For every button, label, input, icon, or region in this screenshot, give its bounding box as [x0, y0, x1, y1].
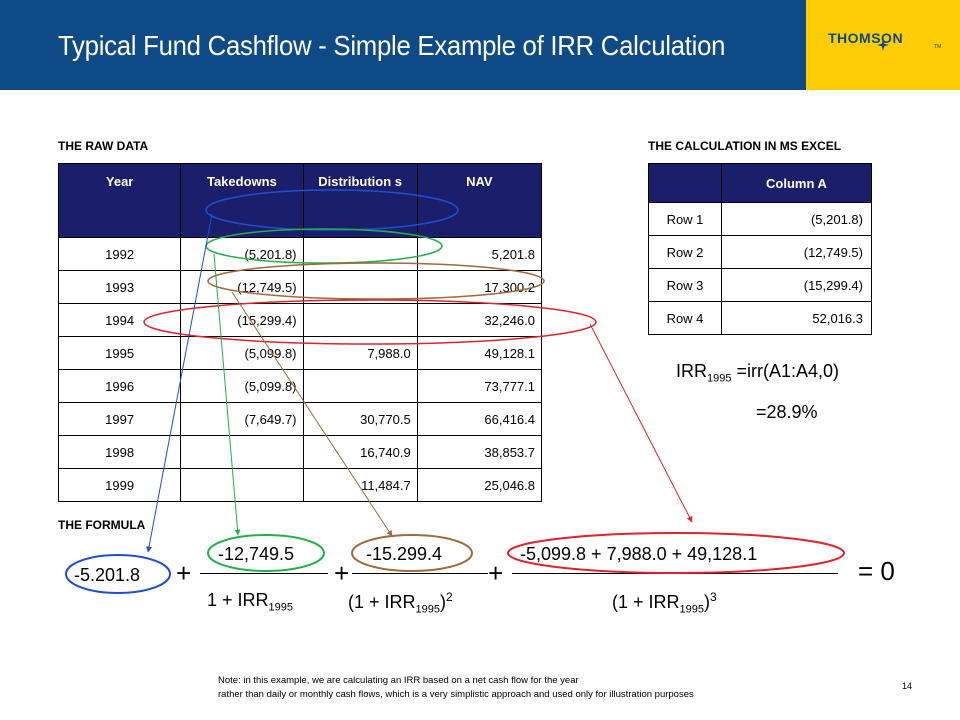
fraction-line-2 — [352, 573, 488, 574]
term-0: -5.201.8 — [74, 565, 141, 585]
excel-row: Row 2 (12,749.5) — [648, 235, 872, 269]
den2-sub: 1995 — [415, 603, 441, 616]
irr-label: IRR — [676, 361, 707, 381]
den3-text: (1 + IRR — [612, 592, 680, 612]
cell-takedown: (5,201.8) — [180, 237, 304, 271]
logo-text: THOMSON — [828, 30, 904, 46]
excel-row-label: Row 2 — [648, 235, 722, 269]
table-row: 1994 (15,299.4) 32,246.0 — [57, 303, 543, 337]
den1-sub: 1995 — [268, 601, 294, 614]
cell-nav: 49,128.1 — [416, 336, 543, 370]
fraction-line-1 — [200, 573, 328, 574]
col-takedowns: Takedowns — [180, 163, 304, 238]
raw-data-table: Year Takedowns Distribution s NAV 1992 (5… — [57, 163, 543, 502]
cell-year: 1992 — [57, 237, 182, 271]
green-arrow — [213, 253, 241, 536]
blue-ellipse-table — [205, 189, 459, 231]
excel-row: Row 1 (5,201.8) — [648, 202, 872, 236]
denominator-3: (1 + IRR1995)3 — [612, 590, 717, 616]
cell-nav: 25,046.8 — [416, 468, 543, 502]
numerator-3: -5,099.8 + 7,988.0 + 49,128.1 — [520, 544, 758, 564]
cell-distribution: 16,740.9 — [302, 435, 418, 469]
irr-subscript: 1995 — [707, 372, 732, 385]
note-line-1: Note: in this example, we are calculatin… — [218, 675, 579, 686]
logo-tm: TM — [934, 44, 942, 50]
excel-row-value: 52,016.3 — [721, 301, 872, 335]
brown-ellipse-formula — [351, 534, 473, 572]
table-row: 1995 (5,099.8) 7,988.0 49,128.1 — [57, 336, 543, 370]
excel-row-label: Row 4 — [648, 301, 722, 335]
page-number: 14 — [902, 681, 913, 691]
brown-arrow — [231, 291, 393, 537]
numerator-2: -15.299.4 — [366, 544, 443, 564]
blue-arrow — [146, 213, 213, 553]
col-distributions: Distribution s — [302, 163, 418, 238]
den2-text: (1 + IRR — [348, 592, 416, 612]
slide-title: Typical Fund Cashflow - Simple Example o… — [58, 30, 726, 61]
red-arrow — [589, 323, 693, 523]
red-ellipse-formula — [507, 532, 845, 574]
cell-distribution — [302, 237, 418, 271]
cell-distribution: 30,770.5 — [302, 402, 418, 436]
excel-corner-cell — [648, 163, 722, 203]
den2-exponent: 2 — [446, 590, 453, 604]
cell-nav: 73,777.1 — [416, 369, 543, 403]
cell-year: 1998 — [57, 435, 182, 469]
cell-takedown: (15,299.4) — [180, 303, 304, 337]
formula-label: THE FORMULA — [58, 518, 146, 532]
equals-zero: = 0 — [858, 556, 895, 586]
cell-year: 1997 — [57, 402, 182, 436]
plus-3: + — [488, 558, 504, 588]
cell-distribution: 11,484.7 — [302, 468, 418, 502]
den3-exponent: 3 — [710, 590, 717, 604]
plus-2: + — [334, 558, 350, 588]
den2-close: ) — [440, 592, 447, 612]
denominator-1: 1 + IRR1995 — [207, 590, 293, 614]
cell-takedown — [180, 468, 304, 502]
green-ellipse-formula — [207, 534, 325, 572]
irr-formula-text: =irr(A1:A4,0) — [731, 361, 840, 381]
brown-ellipse-table — [207, 262, 545, 300]
table-row: 1992 (5,201.8) 5,201.8 — [57, 237, 543, 271]
note-line-2: rather than daily or monthly cash flows,… — [218, 689, 694, 700]
cell-nav: 5,201.8 — [416, 237, 543, 271]
note: Note: in this example, we are calculatin… — [218, 674, 898, 702]
excel-header-row: Column A — [648, 163, 872, 203]
den3-close: ) — [704, 592, 711, 612]
excel-label: THE CALCULATION IN MS EXCEL — [648, 139, 842, 153]
cell-nav: 66,416.4 — [416, 402, 543, 436]
col-year: Year — [57, 163, 182, 238]
excel-row-value: (12,749.5) — [721, 235, 872, 269]
numerator-1: -12,749.5 — [218, 544, 295, 564]
irr-result: =28.9% — [756, 402, 818, 422]
den1-text: 1 + IRR — [207, 590, 269, 610]
table-header-row: Year Takedowns Distribution s NAV — [57, 163, 543, 238]
thomson-logo: THOMSON TM — [806, 0, 960, 90]
cell-distribution: 7,988.0 — [302, 336, 418, 370]
plus-1: + — [176, 558, 192, 588]
blue-ellipse-formula — [65, 554, 171, 594]
star-icon — [877, 39, 889, 51]
excel-table: Column A Row 1 (5,201.8) Row 2 (12,749.5) … — [648, 163, 872, 335]
cell-takedown: (12,749.5) — [180, 270, 304, 304]
excel-column-a: Column A — [721, 163, 872, 203]
den3-sub: 1995 — [679, 603, 705, 616]
cell-takedown — [180, 435, 304, 469]
green-ellipse-table — [205, 228, 443, 264]
cell-takedown: (5,099.8) — [180, 336, 304, 370]
denominator-2: (1 + IRR1995)2 — [348, 590, 453, 616]
cell-year: 1995 — [57, 336, 182, 370]
table-row: 1993 (12,749.5) 17,300.2 — [57, 270, 543, 304]
red-ellipse-table — [143, 299, 597, 345]
col-nav: NAV — [416, 163, 543, 238]
irr-formula: IRR1995 =irr(A1:A4,0) — [676, 361, 839, 385]
excel-row: Row 4 52,016.3 — [648, 301, 872, 335]
header-bar: Typical Fund Cashflow - Simple Example o… — [0, 0, 806, 90]
table-row: 1998 16,740.9 38,853.7 — [57, 435, 543, 469]
cell-year: 1993 — [57, 270, 182, 304]
raw-data-label: THE RAW DATA — [58, 139, 149, 153]
